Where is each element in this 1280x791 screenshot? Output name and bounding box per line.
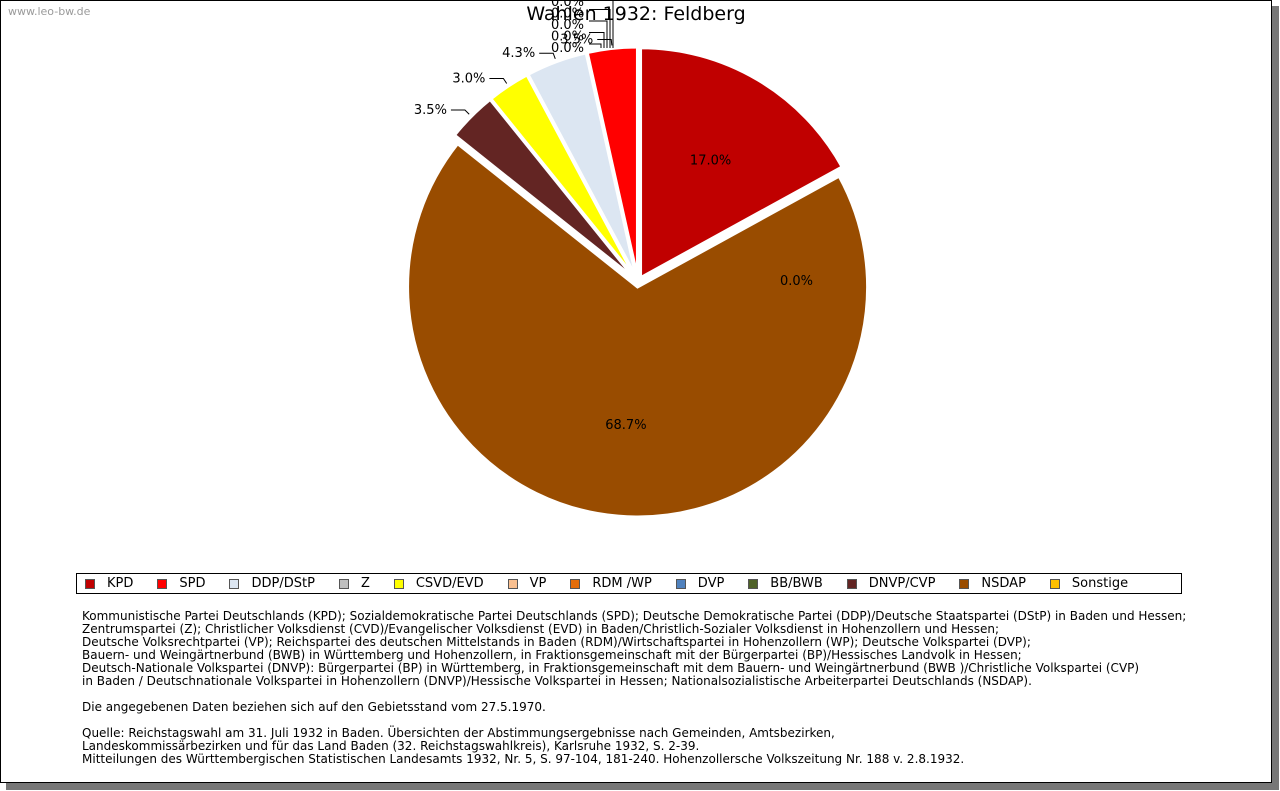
leader-line [589, 43, 602, 48]
slice-label: 0.0% [551, 0, 584, 10]
legend-label: DVP [697, 576, 725, 591]
frame-shadow-right [1272, 6, 1279, 790]
legend-label: NSDAP [981, 576, 1026, 591]
leader-line [450, 109, 470, 115]
pie-chart: 0.0%17.0%68.7%3.5%0.0%0.0%0.0%0.0%0.0%3.… [406, 0, 870, 519]
leader-line [589, 9, 611, 48]
source-notes: Quelle: Reichstagswahl am 31. Juli 1932 … [82, 727, 1186, 766]
legend-label: Z [360, 576, 370, 591]
leader-line [589, 32, 605, 48]
party-note-line: Kommunistische Partei Deutschlands (KPD)… [82, 609, 1187, 623]
legend-label: SPD [179, 576, 206, 591]
pie-slice [406, 141, 870, 519]
legend-label: BB/BWB [770, 576, 823, 591]
frame-shadow-bottom [6, 783, 1279, 790]
legend-item: DDP/DStP [229, 576, 315, 591]
slice-label: 3.5% [414, 103, 447, 118]
legend-item: KPD [85, 576, 133, 591]
legend-item: Z [338, 576, 370, 591]
chart-title: Wahlen 1932: Feldberg [526, 3, 746, 25]
legend-item: NSDAP [959, 576, 1026, 591]
notes: Kommunistische Partei Deutschlands (KPD)… [82, 610, 1186, 766]
legend-label: CSVD/EVD [415, 576, 484, 591]
territory-note: Die angegebenen Daten beziehen sich auf … [82, 700, 546, 714]
legend-label: RDM /WP [592, 576, 652, 591]
leader-line [612, 0, 614, 48]
legend-label: VP [529, 576, 547, 591]
leader-line [539, 52, 556, 60]
slice-label: 0.0% [551, 30, 584, 45]
legend-swatch [85, 578, 95, 589]
slice-label: 17.0% [690, 153, 731, 168]
legend-label: Sonstige [1071, 576, 1129, 591]
watermark: www.leo-bw.de [8, 5, 91, 18]
pie-slice [639, 46, 845, 281]
legend-item: CSVD/EVD [393, 576, 484, 591]
slice-label: 4.3% [502, 46, 535, 61]
party-note-line: Zentrumspartei (Z); Christlicher Volksdi… [82, 622, 1000, 636]
leader-line [597, 38, 613, 46]
legend-swatch [229, 578, 240, 589]
legend-swatch [507, 578, 518, 589]
legend-item: SPD [157, 576, 205, 591]
legend-swatch [846, 578, 857, 589]
legend-item: VP [507, 576, 547, 591]
legend-item: Sonstige [1049, 576, 1129, 591]
legend-swatch [1049, 578, 1060, 589]
party-note-line: Deutsche Volksrechtpartei (VP); Reichspa… [82, 635, 1031, 649]
legend-label: KPD [107, 576, 134, 591]
legend-item: DVP [675, 576, 725, 591]
legend-swatch [157, 578, 168, 589]
legend-label: DDP/DStP [251, 576, 315, 591]
legend-swatch [748, 578, 759, 589]
legend-item: BB/BWB [748, 576, 823, 591]
legend-swatch [959, 578, 970, 589]
source-note-line: Quelle: Reichstagswahl am 31. Juli 1932 … [82, 726, 835, 740]
legend-swatch [338, 578, 349, 589]
party-note-line: Deutsch-Nationale Volkspartei (DNVP): Bü… [82, 661, 1140, 675]
party-note-line: Bauern- und Weingärtnerbund (BWB) in Wür… [82, 648, 1022, 662]
source-note-line: Landeskommissärbezirken und für das Land… [82, 739, 700, 753]
legend-swatch [675, 578, 686, 589]
slice-label: 68.7% [605, 418, 646, 433]
slice-label: 0.0% [551, 7, 584, 22]
leader-line [489, 77, 508, 84]
slice-label: 3.5% [560, 32, 593, 47]
legend-item: RDM /WP [570, 576, 652, 591]
pie-slices [406, 45, 870, 519]
slice-label: 0.0% [551, 41, 584, 56]
legend-label: DNVP/CVP [868, 576, 936, 591]
party-note-line: in Baden / Deutschnationale Volkspartei … [82, 674, 1032, 688]
party-notes: Kommunistische Partei Deutschlands (KPD)… [82, 610, 1186, 688]
source-note-line: Mitteilungen des Württembergischen Stati… [82, 752, 965, 766]
slice-label: 0.0% [551, 18, 584, 33]
slice-label: 0.0% [780, 274, 813, 289]
pie-slice [585, 45, 639, 278]
pie-labels: 0.0%17.0%68.7%3.5%0.0%0.0%0.0%0.0%0.0%3.… [414, 0, 813, 433]
legend-swatch [393, 578, 404, 589]
legend-item: DNVP/CVP [846, 576, 936, 591]
slice-label: 3.0% [452, 71, 485, 86]
legend-swatch [570, 578, 581, 589]
legend: KPD SPD DDP/DStP Z CSVD/EVD VP RDM /WP DVP BB/BW… [76, 573, 1182, 594]
